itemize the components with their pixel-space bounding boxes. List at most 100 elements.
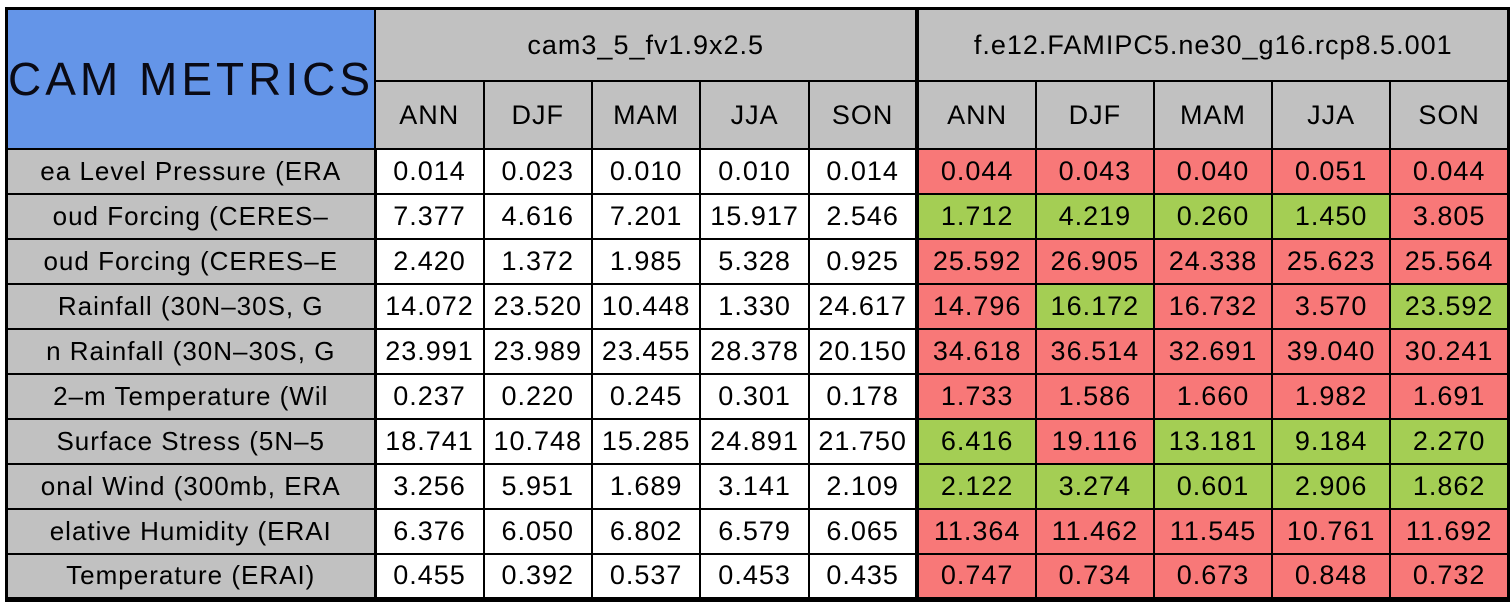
metric-label: onal Wind (300mb, ERA [5,463,377,510]
test-value-cell: 36.514 [1034,328,1155,375]
test-value-cell: 0.043 [1034,148,1155,195]
control-value-cell: 0.014 [374,148,485,195]
control-value-cell: 1.330 [699,283,810,330]
test-value-cell: 26.905 [1034,238,1155,285]
control-value-cell: 6.376 [374,508,485,555]
control-value-cell: 23.455 [590,328,702,375]
metric-label: ea Level Pressure (ERA [5,148,377,195]
control-value-cell: 0.537 [590,553,702,600]
test-value-cell: 19.116 [1034,418,1155,465]
control-value-cell: 23.989 [482,328,593,375]
test-value-cell: 23.592 [1389,283,1510,330]
metric-label: Temperature (ERAI) [5,553,377,600]
metric-row: Temperature (ERAI) 0.455 0.392 0.537 0.453 0.… [5,553,1510,600]
control-value-cell: 5.951 [482,463,593,510]
control-value-cell: 6.065 [807,508,919,555]
test-value-cell: 0.734 [1034,553,1155,600]
control-value-cell: 2.420 [374,238,485,285]
season-header-test-son: SON [1389,80,1510,150]
control-value-cell: 4.616 [482,193,593,240]
control-value-cell: 7.201 [590,193,702,240]
cam-metrics-table: CAM METRICS cam3_5_fv1.9x2.5 f.e12.FAMIP… [5,7,1510,602]
test-value-cell: 1.712 [915,193,1037,240]
season-header-control-mam: MAM [590,80,702,150]
season-header-test-jja: JJA [1271,80,1392,150]
test-value-cell: 25.592 [915,238,1037,285]
test-value-cell: 0.601 [1152,463,1274,510]
control-value-cell: 24.617 [807,283,919,330]
test-value-cell: 1.982 [1271,373,1392,420]
season-header-control-son: SON [807,80,919,150]
test-value-cell: 0.732 [1389,553,1510,600]
control-value-cell: 0.301 [699,373,810,420]
test-value-cell: 16.172 [1034,283,1155,330]
control-value-cell: 0.237 [374,373,485,420]
test-value-cell: 11.364 [915,508,1037,555]
test-value-cell: 1.660 [1152,373,1274,420]
test-value-cell: 0.040 [1152,148,1274,195]
season-header-control-ann: ANN [374,80,485,150]
control-value-cell: 0.014 [807,148,919,195]
control-value-cell: 0.023 [482,148,593,195]
season-header-control-djf: DJF [482,80,593,150]
table-title: CAM METRICS [5,7,376,150]
test-value-cell: 4.219 [1034,193,1155,240]
season-header-test-djf: DJF [1034,80,1155,150]
metric-label: oud Forcing (CERES– [5,193,377,240]
metric-row: oud Forcing (CERES–E 2.420 1.372 1.985 5.328… [5,238,1510,285]
test-value-cell: 0.051 [1271,148,1392,195]
control-value-cell: 6.802 [590,508,702,555]
metric-row: Rainfall (30N–30S, G 14.072 23.520 10.448 1.… [5,283,1510,330]
control-value-cell: 10.448 [590,283,702,330]
season-header-test-ann: ANN [915,80,1037,150]
metric-label: Surface Stress (5N–5 [5,418,377,465]
control-value-cell: 23.520 [482,283,593,330]
control-value-cell: 21.750 [807,418,919,465]
test-value-cell: 3.805 [1389,193,1510,240]
test-value-cell: 6.416 [915,418,1037,465]
control-value-cell: 24.891 [699,418,810,465]
metric-label: Rainfall (30N–30S, G [5,283,377,330]
test-value-cell: 11.462 [1034,508,1155,555]
test-value-cell: 1.586 [1034,373,1155,420]
control-value-cell: 10.748 [482,418,593,465]
test-value-cell: 2.270 [1389,418,1510,465]
control-value-cell: 15.285 [590,418,702,465]
control-value-cell: 0.010 [590,148,702,195]
control-value-cell: 0.453 [699,553,810,600]
control-value-cell: 3.256 [374,463,485,510]
test-value-cell: 1.862 [1389,463,1510,510]
test-value-cell: 24.338 [1152,238,1274,285]
control-value-cell: 6.579 [699,508,810,555]
test-value-cell: 2.122 [915,463,1037,510]
test-value-cell: 0.673 [1152,553,1274,600]
control-value-cell: 1.372 [482,238,593,285]
season-header-test-mam: MAM [1152,80,1274,150]
control-value-cell: 28.378 [699,328,810,375]
test-value-cell: 0.044 [1389,148,1510,195]
control-value-cell: 15.917 [699,193,810,240]
metric-row: 2–m Temperature (Wil 0.237 0.220 0.245 0.301… [5,373,1510,420]
control-value-cell: 2.109 [807,463,919,510]
control-value-cell: 7.377 [374,193,485,240]
control-value-cell: 2.546 [807,193,919,240]
test-value-cell: 2.906 [1271,463,1392,510]
test-value-cell: 32.691 [1152,328,1274,375]
test-value-cell: 16.732 [1152,283,1274,330]
test-value-cell: 0.044 [915,148,1037,195]
control-value-cell: 1.985 [590,238,702,285]
control-value-cell: 18.741 [374,418,485,465]
metric-row: Surface Stress (5N–5 18.741 10.748 15.285 24… [5,418,1510,465]
test-value-cell: 0.848 [1271,553,1392,600]
test-value-cell: 10.761 [1271,508,1392,555]
test-value-cell: 34.618 [915,328,1037,375]
test-value-cell: 14.796 [915,283,1037,330]
metric-label: 2–m Temperature (Wil [5,373,377,420]
metric-label: oud Forcing (CERES–E [5,238,377,285]
metric-row: elative Humidity (ERAI 6.376 6.050 6.802 6.5… [5,508,1510,555]
test-value-cell: 25.564 [1389,238,1510,285]
control-value-cell: 0.010 [699,148,810,195]
control-value-cell: 6.050 [482,508,593,555]
test-value-cell: 9.184 [1271,418,1392,465]
